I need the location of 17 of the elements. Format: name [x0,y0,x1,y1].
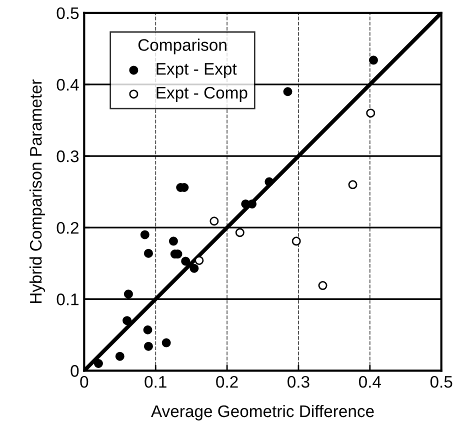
y-tick-label: 0.2 [56,222,78,234]
legend-title: Comparison [138,38,226,54]
y-axis-title: Hybrid Comparison Parameter [30,80,46,303]
x-tick-label: 0 [80,376,88,388]
y-tick-label: 0.1 [56,294,79,306]
x-tick-label: 0.2 [216,376,238,388]
x-tick-label: 0.3 [288,376,310,388]
y-tick-label: 0.4 [56,78,79,91]
legend-label: Expt - Comp [156,86,248,102]
x-tick-label: 0.4 [358,376,382,388]
x-axis-title: Average Geometric Difference [151,404,374,420]
x-tick-label: 0.5 [430,376,452,388]
x-tick-label: 0.1 [144,376,166,388]
legend-label: Expt - Expt [156,63,237,78]
y-tick-label: 0 [70,365,79,377]
y-tick-label: 0.5 [56,7,79,20]
y-tick-label: 0.3 [56,150,79,162]
